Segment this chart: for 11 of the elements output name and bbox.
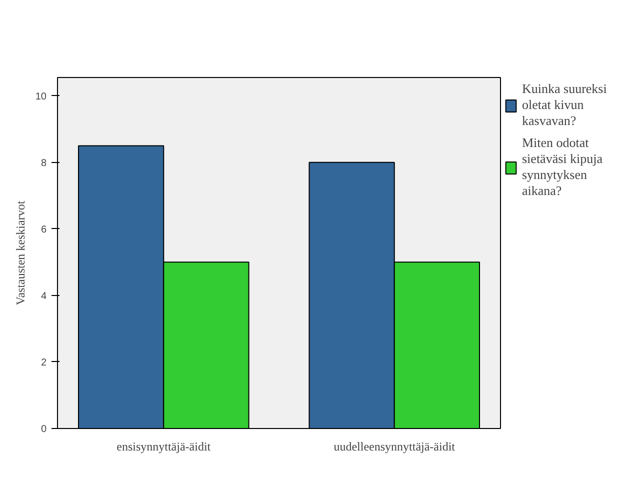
x-tick-label: ensisynnyttäjä-äidit: [116, 440, 212, 454]
y-axis-title: Vastausten keskiarvot: [13, 200, 28, 306]
y-tick-label: 8: [40, 158, 47, 169]
y-tick-label: 4: [40, 290, 47, 302]
legend-label: Miten odotat sietäväsi kipuja synnytyksen aikana?: [522, 135, 603, 199]
y-tick-label: 10: [35, 91, 47, 102]
x-tick-label: uudelleensynnyttäjä-äidit: [334, 440, 456, 454]
y-tick-label: 0: [40, 424, 47, 435]
legend-label: Kuinka suureksi oletat kivun kasvavan?: [522, 81, 607, 129]
y-tick-label: 2: [40, 357, 47, 368]
y-tick-label: 6: [40, 224, 47, 236]
